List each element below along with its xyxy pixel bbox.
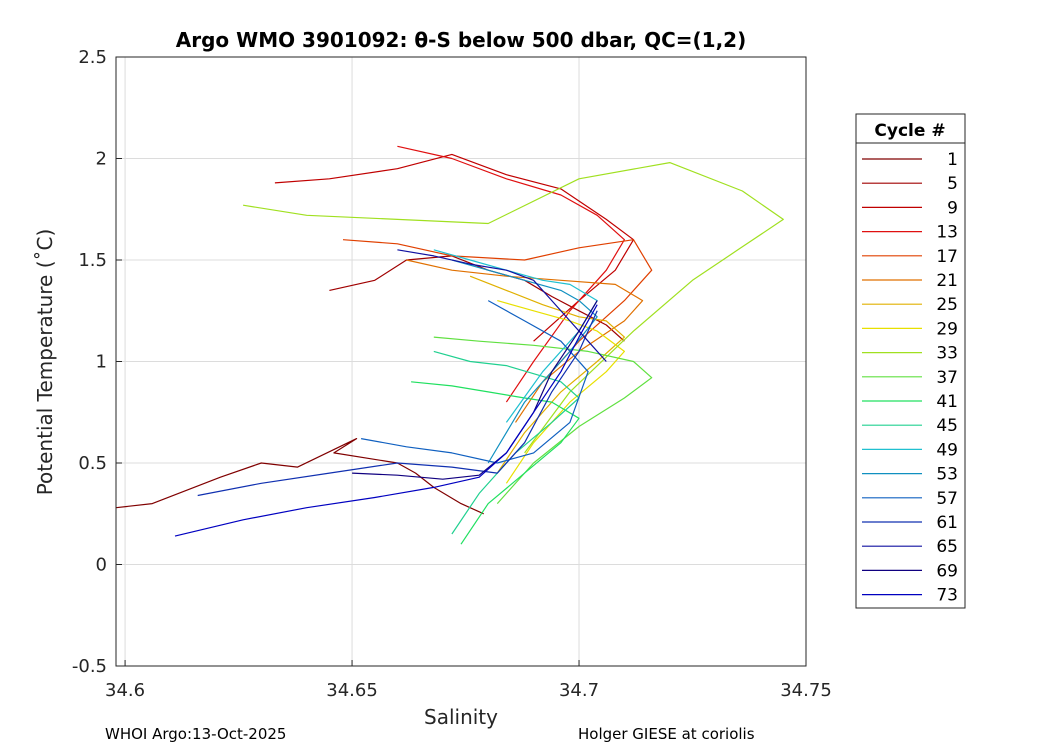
legend-label-53: 53 [936, 465, 958, 485]
legend-label-57: 57 [936, 489, 958, 509]
legend-label-73: 73 [936, 586, 958, 606]
y-tick-label: -0.5 [72, 656, 107, 677]
legend-label-21: 21 [936, 271, 958, 291]
legend-label-49: 49 [936, 440, 958, 460]
y-tick-label: 0 [96, 555, 107, 576]
series-line-cycle-17 [342, 239, 653, 383]
y-tick-label: 2 [96, 149, 107, 170]
series-line-cycle-49 [433, 249, 598, 423]
axis-ticks: 34.6 34.65 34.7 34.75 -0.5 0 0.5 1 1.5 2 2.5 [72, 47, 832, 701]
series-line-cycle-61 [197, 310, 598, 497]
legend-label-61: 61 [936, 513, 958, 533]
legend-label-17: 17 [936, 247, 958, 267]
y-tick-label: 2.5 [78, 47, 107, 68]
y-tick-label: 1.5 [78, 250, 107, 271]
legend-entries: 1 5 9 13 17 21 25 29 33 37 41 45 49 53 57 61 65 69 73 [862, 150, 958, 606]
series-line-cycle-73 [174, 304, 598, 537]
legend-label-29: 29 [936, 319, 958, 339]
x-tick-label: 34.7 [559, 680, 599, 701]
legend-label-5: 5 [947, 174, 958, 194]
legend-box [855, 113, 966, 609]
series-line-cycle-25 [469, 275, 626, 474]
legend-label-41: 41 [936, 392, 958, 412]
footer-credit: Holger GIESE at coriolis [578, 725, 755, 743]
legend-label-1: 1 [947, 150, 958, 170]
legend: Cycle # 1 5 9 13 17 21 25 29 33 37 41 45 49 53 57 61 65 6… [855, 113, 966, 609]
series-line-cycle-33 [243, 162, 784, 454]
series-lines [115, 145, 784, 545]
y-axis-label: Potential Temperature (˚C) [33, 229, 57, 496]
series-line-cycle-1 [115, 438, 484, 515]
series-line-cycle-29 [497, 300, 626, 484]
x-tick-label: 34.6 [105, 680, 145, 701]
legend-label-65: 65 [936, 537, 958, 557]
series-line-cycle-57 [360, 300, 589, 464]
legend-title: Cycle # [874, 121, 945, 141]
series-line-cycle-21 [406, 259, 644, 423]
x-axis-label: Salinity [424, 705, 498, 729]
legend-label-33: 33 [936, 344, 958, 364]
x-tick-label: 34.75 [780, 680, 832, 701]
chart-title: Argo WMO 3901092: θ-S below 500 dbar, QC… [176, 28, 746, 52]
series-line-cycle-53 [451, 259, 598, 464]
series-line-cycle-65 [397, 249, 607, 362]
y-tick-label: 0.5 [78, 453, 107, 474]
legend-label-69: 69 [936, 561, 958, 581]
x-tick-label: 34.65 [326, 680, 378, 701]
legend-label-37: 37 [936, 368, 958, 388]
series-line-cycle-37 [433, 336, 653, 504]
y-tick-label: 1 [96, 352, 107, 373]
legend-label-9: 9 [947, 198, 958, 218]
legend-label-45: 45 [936, 416, 958, 436]
series-line-cycle-9 [274, 153, 635, 342]
legend-label-25: 25 [936, 295, 958, 315]
footer-date: WHOI Argo:13-Oct-2025 [105, 725, 287, 743]
legend-label-13: 13 [936, 223, 958, 243]
